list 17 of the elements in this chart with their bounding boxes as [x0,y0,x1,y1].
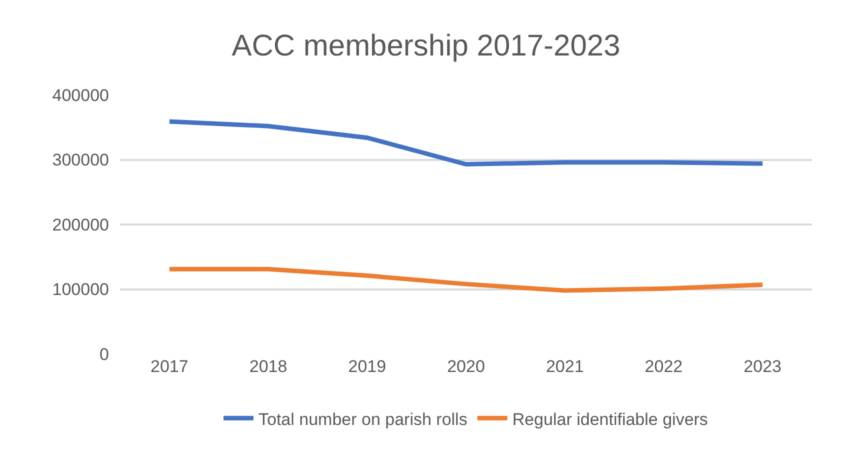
line-series [167,119,765,167]
y-tick-label: 100000 [52,280,109,300]
legend-label: Total number on parish rolls [258,410,468,429]
y-tick-label: 0 [100,344,109,364]
legend-label: Regular identifiable givers [512,410,708,429]
x-tick-label: 2022 [644,357,683,376]
chart-title: ACC membership 2017-2023 [232,29,620,62]
y-tick-label: 200000 [52,215,109,234]
x-tick-label: 2019 [348,357,386,376]
y-tick-label: 400000 [52,86,109,105]
line-series [167,266,765,293]
x-tick-label: 2017 [150,357,188,376]
x-tick-label: 2023 [744,357,782,376]
x-tick-label: 2018 [249,357,288,376]
x-tick-label: 2020 [447,357,485,376]
y-tick-label: 300000 [52,150,109,170]
x-tick-label: 2021 [546,357,584,376]
